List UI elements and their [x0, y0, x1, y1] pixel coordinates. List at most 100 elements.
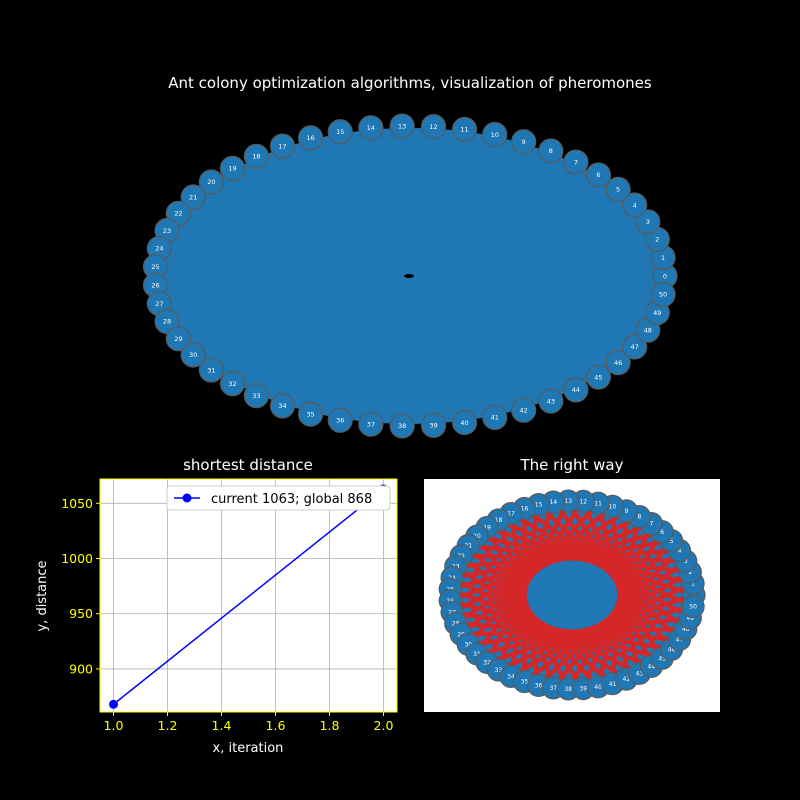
node-label: 50: [659, 291, 667, 299]
node-label: 15: [336, 128, 344, 136]
graph-node: 8: [538, 138, 564, 164]
graph-node: 3: [635, 209, 661, 235]
y-tick-label: 950: [69, 606, 93, 621]
graph-node: 7: [563, 149, 589, 175]
graph-node: 41: [482, 404, 508, 431]
node-circle: [563, 149, 589, 175]
node-label: 9: [624, 508, 628, 515]
node-label: 36: [535, 683, 543, 690]
graph-node: 50: [650, 281, 676, 308]
legend-label: current 1063; global 868: [211, 492, 372, 507]
node-circle: [243, 383, 269, 409]
node-label: 10: [491, 131, 499, 139]
node-label: 19: [228, 165, 236, 173]
graph-node: 40: [451, 409, 478, 436]
node-label: 13: [564, 498, 572, 505]
node-label: 2: [688, 569, 692, 576]
node-label: 12: [429, 123, 437, 131]
node-label: 1: [691, 581, 695, 588]
graph-node: 43: [538, 388, 564, 414]
node-label: 44: [572, 386, 580, 394]
node-label: 3: [684, 558, 688, 565]
graph-node: 50: [681, 594, 705, 619]
node-circle: [358, 411, 384, 437]
node-label: 21: [464, 543, 472, 550]
node-circle: [538, 138, 564, 164]
node-label: 23: [163, 227, 171, 235]
route-edge: [453, 548, 682, 569]
x-tick-label: 1.0: [104, 718, 124, 733]
node-label: 0: [663, 272, 667, 280]
node-label: 34: [278, 402, 286, 410]
node-label: 38: [398, 422, 406, 430]
graph-node: 21: [180, 184, 206, 210]
node-label: 46: [668, 646, 676, 653]
node-circle: [482, 404, 508, 431]
node-label: 13: [398, 122, 406, 130]
node-circle: [420, 114, 447, 140]
node-label: 37: [367, 420, 375, 428]
node-label: 42: [520, 407, 528, 415]
node-circle: [681, 594, 705, 619]
node-label: 44: [648, 663, 656, 670]
route-edges: [447, 498, 697, 692]
graph-node: 38: [389, 413, 415, 439]
node-label: 14: [549, 499, 557, 506]
graph-node: 32: [219, 371, 246, 397]
route-edge: [458, 626, 689, 637]
node-label: 16: [306, 134, 314, 142]
x-tick-label: 1.2: [158, 718, 178, 733]
node-label: 6: [596, 171, 600, 179]
series-line: [113, 488, 384, 705]
y-tick-label: 900: [69, 661, 93, 676]
node-label: 32: [228, 380, 236, 388]
x-tick-label: 2.0: [374, 718, 394, 733]
node-circle: [420, 412, 447, 438]
node-label: 17: [278, 142, 286, 150]
node-circle: [511, 397, 537, 423]
node-label: 29: [457, 631, 465, 638]
graph-node: 35: [298, 401, 324, 427]
graph-node: 14: [358, 115, 384, 141]
node-circle: [165, 326, 191, 352]
route-edge: [453, 564, 629, 682]
y-tick-label: 1050: [61, 496, 93, 511]
node-circle: [327, 407, 353, 433]
node-circle: [298, 125, 324, 151]
route-edge: [458, 504, 615, 637]
node-circle: [298, 401, 324, 427]
x-axis-ticks: 1.0 1.2 1.4 1.6 1.8 2.0: [104, 712, 394, 733]
node-label: 33: [252, 392, 260, 400]
graph-node: 37: [358, 411, 384, 437]
node-label: 38: [564, 686, 572, 693]
graph-node: 42: [511, 397, 537, 423]
node-circle: [180, 342, 206, 368]
node-label: 40: [460, 419, 468, 427]
node-circle: [389, 413, 415, 439]
node-label: 18: [252, 153, 260, 161]
node-label: 6: [660, 529, 664, 536]
node-circle: [563, 377, 589, 403]
node-circle: [219, 371, 246, 397]
node-label: 2: [655, 236, 659, 244]
graph-node: 5: [605, 176, 631, 202]
legend-marker-swatch: [182, 493, 192, 503]
node-label: 1: [661, 254, 665, 262]
shortest-distance-title: shortest distance: [183, 456, 313, 474]
node-label: 9: [522, 138, 526, 146]
graph-node: 34: [269, 393, 296, 419]
y-tick-label: 1000: [61, 551, 93, 566]
node-label: 7: [574, 158, 578, 166]
graph-node: 17: [269, 133, 296, 159]
node-label: 47: [676, 637, 684, 644]
node-label: 46: [614, 359, 622, 367]
graph-node: 6: [585, 162, 612, 188]
node-label: 11: [594, 500, 602, 507]
node-circle: [605, 176, 631, 202]
graph-node: 19: [219, 155, 246, 181]
node-label: 17: [507, 511, 515, 518]
right-way-title: The right way: [519, 456, 623, 474]
node-label: 29: [174, 335, 182, 343]
graph-node: 39: [420, 412, 447, 438]
